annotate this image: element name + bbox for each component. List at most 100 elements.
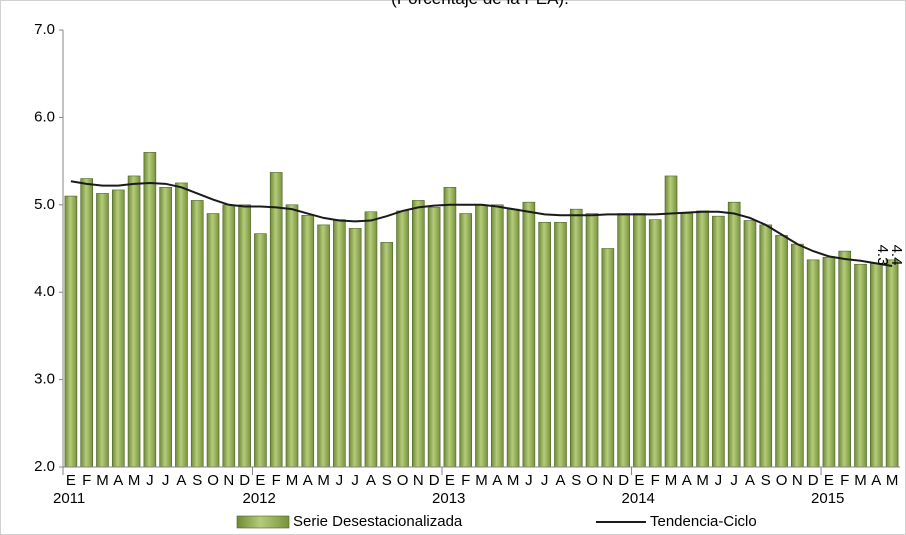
x-tick-label: F bbox=[82, 472, 91, 489]
y-tick-label: 5.0 bbox=[34, 196, 55, 213]
bar bbox=[648, 219, 662, 468]
x-tick-label: A bbox=[682, 472, 692, 489]
bar bbox=[822, 256, 836, 468]
bar bbox=[601, 248, 615, 468]
x-tick-label: M bbox=[286, 472, 299, 489]
bar bbox=[885, 259, 899, 468]
x-tick-label: M bbox=[475, 472, 488, 489]
bar bbox=[396, 210, 409, 468]
bar bbox=[569, 208, 583, 468]
data-label: 4.3 bbox=[874, 245, 891, 266]
x-tick-label: S bbox=[761, 472, 771, 489]
bar bbox=[333, 219, 346, 468]
x-tick-label: M bbox=[507, 472, 520, 489]
year-label: 2013 bbox=[432, 490, 465, 507]
bar bbox=[759, 224, 773, 468]
x-tick-label: J bbox=[162, 472, 170, 489]
y-tick-label: 7.0 bbox=[34, 21, 55, 38]
bar bbox=[222, 204, 236, 468]
bar bbox=[506, 208, 520, 468]
x-tick-label: J bbox=[336, 472, 344, 489]
bar bbox=[633, 213, 646, 468]
x-tick-label: E bbox=[66, 472, 76, 489]
bar bbox=[538, 221, 551, 468]
x-tick-label: A bbox=[303, 472, 313, 489]
bar bbox=[254, 233, 267, 468]
chart-subtitle: (Porcentaje de la PEA). bbox=[391, 0, 569, 8]
bar bbox=[427, 207, 441, 468]
x-tick-label: D bbox=[618, 472, 629, 489]
x-tick-label: E bbox=[255, 472, 265, 489]
bar bbox=[143, 152, 157, 468]
x-tick-label: J bbox=[351, 472, 359, 489]
x-tick-label: J bbox=[715, 472, 723, 489]
x-tick-label: F bbox=[651, 472, 660, 489]
x-tick-label: A bbox=[176, 472, 186, 489]
year-label: 2011 bbox=[53, 490, 85, 507]
bar bbox=[64, 195, 78, 468]
y-tick-label: 2.0 bbox=[34, 458, 55, 475]
bar bbox=[190, 200, 204, 468]
y-tick-label: 4.0 bbox=[34, 283, 55, 300]
x-tick-label: A bbox=[745, 472, 755, 489]
bar bbox=[111, 189, 125, 468]
bar bbox=[380, 242, 394, 468]
x-tick-label: A bbox=[113, 472, 123, 489]
bar bbox=[870, 263, 883, 468]
bar bbox=[791, 243, 804, 468]
bar bbox=[617, 213, 630, 468]
x-tick-label: N bbox=[223, 472, 234, 489]
x-tick-label: O bbox=[586, 472, 598, 489]
x-tick-label: A bbox=[871, 472, 881, 489]
x-tick-label: F bbox=[272, 472, 281, 489]
x-tick-label: D bbox=[808, 472, 819, 489]
bar bbox=[175, 182, 188, 468]
x-tick-label: S bbox=[192, 472, 202, 489]
bar bbox=[712, 215, 725, 468]
x-tick-label: A bbox=[492, 472, 502, 489]
x-tick-label: N bbox=[602, 472, 613, 489]
x-tick-label: M bbox=[665, 472, 678, 489]
x-tick-label: N bbox=[792, 472, 803, 489]
legend-label: Serie Desestacionalizada bbox=[293, 513, 463, 530]
x-tick-label: E bbox=[824, 472, 834, 489]
data-label: 4.4 bbox=[888, 245, 905, 266]
bar bbox=[490, 204, 504, 468]
x-tick-label: S bbox=[571, 472, 581, 489]
bar bbox=[127, 175, 141, 468]
x-tick-label: O bbox=[397, 472, 409, 489]
x-tick-label: J bbox=[541, 472, 549, 489]
bar bbox=[727, 201, 741, 468]
y-tick-label: 6.0 bbox=[34, 108, 55, 125]
x-tick-label: D bbox=[239, 472, 250, 489]
bar bbox=[854, 263, 867, 468]
bar bbox=[554, 221, 567, 468]
legend-label: Tendencia-Ciclo bbox=[650, 513, 757, 530]
x-tick-label: A bbox=[555, 472, 565, 489]
bar bbox=[680, 213, 694, 468]
bar bbox=[269, 172, 283, 468]
bar bbox=[775, 235, 788, 468]
x-tick-label: O bbox=[776, 472, 788, 489]
bar bbox=[96, 193, 109, 468]
x-tick-label: J bbox=[730, 472, 738, 489]
bar bbox=[412, 200, 425, 468]
bar bbox=[159, 187, 172, 468]
legend-swatch bbox=[236, 515, 290, 529]
x-tick-label: M bbox=[886, 472, 899, 489]
x-tick-label: M bbox=[96, 472, 109, 489]
bar bbox=[585, 213, 599, 468]
x-tick-label: M bbox=[128, 472, 141, 489]
bar bbox=[459, 213, 473, 468]
x-tick-label: D bbox=[429, 472, 440, 489]
x-tick-label: M bbox=[854, 472, 867, 489]
bar bbox=[806, 259, 820, 468]
bar bbox=[696, 210, 709, 468]
year-label: 2012 bbox=[243, 490, 276, 507]
bar bbox=[348, 228, 362, 468]
bar bbox=[80, 178, 93, 468]
bar bbox=[238, 204, 251, 468]
x-tick-label: E bbox=[445, 472, 455, 489]
